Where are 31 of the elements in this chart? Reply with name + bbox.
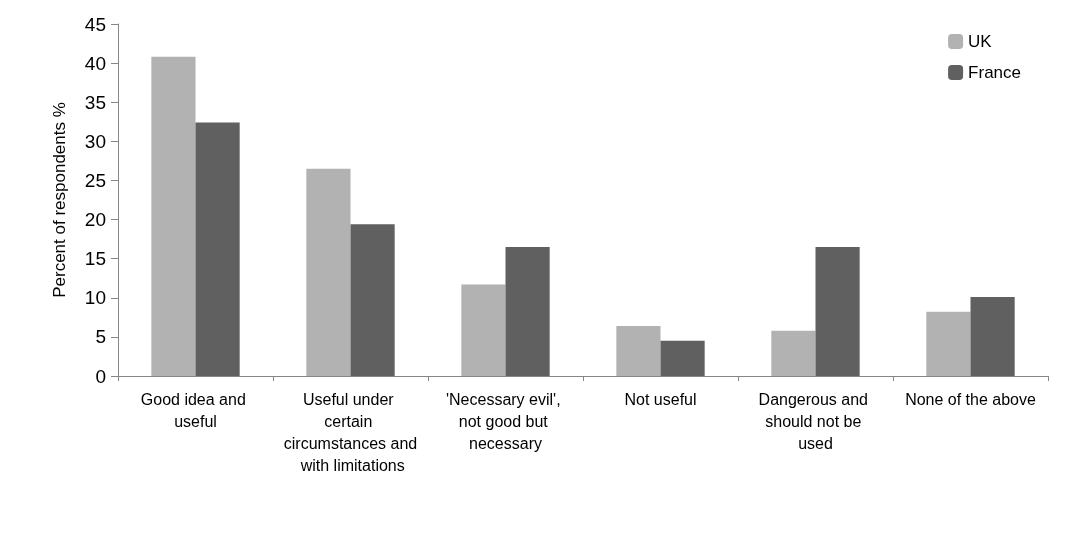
x-tick-label: Dangerous and should not be used [758,390,873,452]
x-tick-label: None of the above [905,390,1036,408]
y-tick-label: 15 [84,248,106,270]
bar [505,246,550,376]
bar [151,56,196,376]
y-tick-label: 0 [95,365,106,387]
bar [350,224,395,376]
bar [195,122,240,376]
y-tick-label: 40 [84,52,106,74]
y-axis-title: Percent of respondents % [50,102,69,298]
y-tick-label: 35 [84,91,106,113]
x-tick-label: Good idea and useful [140,390,251,430]
bar [926,311,971,376]
bar [815,246,860,376]
bar [970,297,1015,376]
x-tick-label: Not useful [624,390,697,408]
bar [306,168,351,376]
x-tick-label: Useful under certain circumstances and with limitations [283,390,418,474]
bar [616,325,661,376]
bar [771,330,816,376]
y-tick-label: 10 [84,287,106,309]
y-tick-label: 25 [84,169,106,191]
legend-label: UK [968,32,993,51]
bar [660,340,705,376]
y-tick-label: 45 [84,13,106,35]
y-tick-label: 5 [95,326,106,348]
x-tick-label: 'Necessary evil', not good but necessary [445,390,566,452]
legend-label: France [968,63,1022,82]
y-tick-label: 30 [84,130,106,152]
bar [461,284,506,376]
y-tick-label: 20 [84,209,106,231]
